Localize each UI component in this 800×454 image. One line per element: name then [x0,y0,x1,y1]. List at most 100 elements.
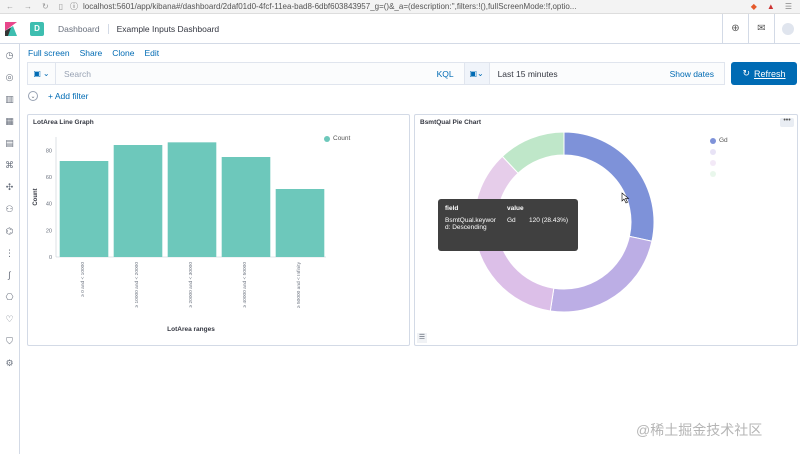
watermark: @稀土掘金技术社区 [636,422,763,438]
x-tick-label: ≥ 20000 and < 30000 [188,262,194,308]
kibana-logo-icon[interactable] [0,14,22,44]
app-header: D Dashboard Example Inputs Dashboard ⊕ ✉ [0,13,800,44]
tooltip-value-label: Gd [507,217,516,224]
search-input[interactable]: Search [64,68,91,79]
top-nav-menu: Full screen Share Clone Edit [28,48,159,58]
visualize-icon[interactable]: ▥ [5,93,14,104]
forward-icon[interactable]: → [24,2,32,11]
legend-toggle-icon[interactable]: ☰ [417,333,427,343]
bookmark-icon[interactable]: ▯ [58,2,64,11]
monitoring-icon[interactable]: ⛉ [6,335,13,346]
menu-icon[interactable]: ☰ [784,2,792,11]
bar[interactable] [221,157,271,257]
apm-icon[interactable]: ∫ [8,270,11,280]
edit-link[interactable]: Edit [144,48,160,58]
reload-icon[interactable]: ↻ [42,2,49,11]
pie-slice[interactable] [501,131,565,174]
calendar-icon: ▣⌄ [469,69,484,78]
tooltip-value-header: value [507,205,524,212]
help-icon[interactable]: ⊕ [722,13,748,44]
panel-options-button[interactable]: ••• [780,117,794,127]
add-filter-link[interactable]: + Add filter [48,91,89,101]
header-icons: ⊕ ✉ [722,13,800,44]
y-axis-label: Count [33,188,39,205]
chart-legend: Gd [710,135,728,179]
clone-link[interactable]: Clone [112,48,135,58]
bar[interactable] [59,161,109,257]
date-quick-menu-button[interactable]: ▣⌄ [463,63,490,84]
info-icon: ⓘ [70,2,78,11]
share-link[interactable]: Share [79,48,103,58]
x-axis-label: LotArea ranges [167,326,215,333]
brave-shield-icon[interactable]: ◆ [750,2,757,11]
x-tick-label: ≥ 50000 and < Infinity [296,261,302,308]
panel-lotarea: LotArea Line Graph Count 0 20 40 60 80 Count ≥… [27,114,410,346]
ml-icon[interactable]: ✣ [5,181,14,192]
recent-icon[interactable]: ◷ [5,49,14,60]
full-screen-link[interactable]: Full screen [28,48,70,58]
chevron-down-icon: ⌄ [42,69,50,78]
dashboard-icon[interactable]: ▦ [5,115,14,126]
tooltip-field-cont: d: Descending [445,224,487,231]
breadcrumb-dashboard[interactable]: Dashboard [58,23,109,34]
canvas-icon[interactable]: ▤ [5,137,14,148]
settings-icon[interactable]: ⚙ [5,357,14,368]
breadcrumb: Dashboard Example Inputs Dashboard [58,23,220,34]
saved-query-button[interactable]: ▣ ⌄ [28,63,56,84]
graph-icon[interactable]: ⚇ [5,203,14,214]
mail-icon[interactable]: ✉ [748,13,774,44]
x-tick-label: ≥ 10000 and < 20000 [134,262,140,308]
y-tick-label: 80 [46,148,52,154]
show-dates-link[interactable]: Show dates [669,68,714,79]
address-bar[interactable]: ⓘ localhost:5601/app/kibana#/dashboard/2… [70,1,650,12]
security-icon[interactable]: ⎔ [5,291,14,302]
panel-title: BsmtQual Pie Chart [420,119,482,126]
y-tick-label: 60 [46,175,52,181]
user-avatar[interactable] [774,13,800,44]
query-bar: ▣ ⌄ Search KQL ▣⌄ Last 15 minutes Show da… [27,62,725,85]
browser-bar: ← → ↻ ▯ ⓘ localhost:5601/app/kibana#/das… [0,0,800,14]
bar[interactable] [167,142,217,257]
legend-label: Gd [719,137,728,144]
refresh-button[interactable]: ↻ Refresh [731,62,797,85]
legend-item[interactable] [710,168,728,179]
tooltip-field: BsmtQual.keywor [445,217,496,224]
bar[interactable] [113,145,163,257]
tooltip-field-header: field [445,205,459,212]
bar[interactable] [275,189,325,257]
logs-icon[interactable]: ⋮ [5,247,14,258]
legend-item[interactable] [710,157,728,168]
filter-options-icon[interactable]: ⌄ [28,91,38,101]
legend-item-gd[interactable]: Gd [710,135,728,146]
infra-icon[interactable]: ⌬ [5,225,14,236]
y-tick-label: 20 [46,228,52,234]
warning-icon[interactable]: ▲ [766,2,775,11]
filter-bar: ⌄ + Add filter [28,91,88,101]
panel-title: LotArea Line Graph [33,119,94,126]
refresh-icon: ↻ [742,68,751,78]
saved-query-icon: ▣ [33,69,41,78]
legend-item[interactable] [710,146,728,157]
maps-icon[interactable]: ⌘ [5,159,14,170]
chart-legend[interactable]: Count [324,135,350,142]
browser-nav: ← → ↻ ▯ [0,2,70,11]
back-icon[interactable]: ← [6,2,14,11]
y-tick-label: 40 [46,202,52,208]
legend-dot [710,137,716,144]
legend-label-count: Count [333,135,351,142]
x-tick-label: ≥ 40000 and < 50000 [242,262,248,308]
refresh-label: Refresh [754,68,786,79]
url-text: localhost:5601/app/kibana#/dashboard/2da… [83,2,577,11]
discover-icon[interactable]: ◎ [5,71,14,82]
breadcrumb-current: Example Inputs Dashboard [116,23,220,34]
browser-extensions: ◆ ▲ ☰ [650,2,800,11]
y-tick-label: 0 [49,255,52,261]
time-range-label[interactable]: Last 15 minutes [497,68,558,79]
uptime-icon[interactable]: ♡ [5,313,14,324]
chart-tooltip: field value BsmtQual.keywor Gd 120 (28.43%)… [438,199,578,251]
kql-toggle[interactable]: KQL [436,68,454,79]
space-avatar[interactable]: D [30,21,44,36]
panel-bsmtqual: BsmtQual Pie Chart ••• Gd field value Bsm… [414,114,798,346]
bar-chart: 0 20 40 60 80 Count ≥ 0 and < 10000 ≥ 10000 and… [33,137,326,333]
tooltip-value: 120 (28.43%) [529,217,569,224]
